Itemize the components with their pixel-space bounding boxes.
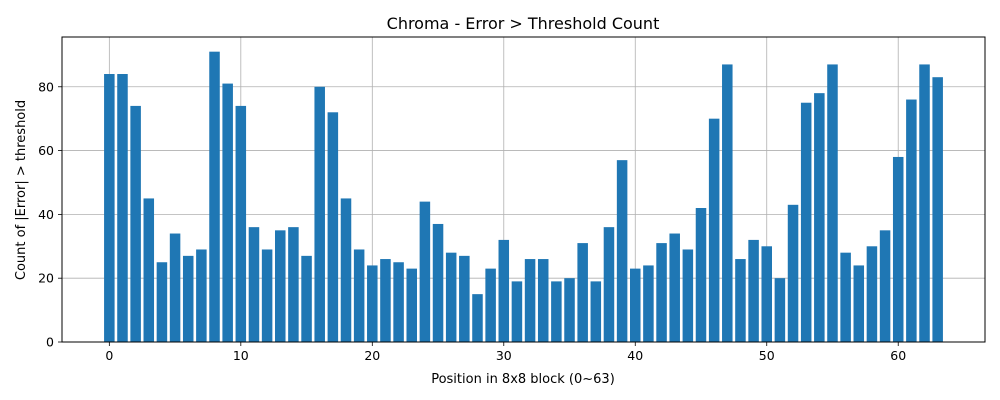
- bar: [261, 249, 273, 342]
- bar: [616, 160, 628, 342]
- bar: [353, 249, 365, 342]
- plot-frame: [61, 36, 986, 343]
- chart-title: Chroma - Error > Threshold Count: [387, 14, 660, 33]
- y-tick-label: 20: [38, 271, 54, 286]
- bar: [169, 233, 181, 342]
- x-tick-label: 50: [759, 348, 775, 363]
- bar: [722, 64, 733, 342]
- bar: [774, 278, 786, 342]
- bar: [498, 239, 510, 342]
- bar: [393, 262, 404, 342]
- y-tick-label: 40: [38, 207, 54, 222]
- bar: [537, 259, 549, 342]
- bar: [511, 281, 523, 342]
- bar: [432, 223, 444, 342]
- bar: [682, 249, 694, 342]
- bar: [800, 102, 812, 342]
- x-tick-label: 0: [105, 348, 113, 363]
- bar: [327, 112, 339, 343]
- bar: [301, 255, 312, 342]
- bar: [406, 268, 417, 342]
- x-tick-label: 40: [627, 348, 643, 363]
- y-tick-label: 60: [38, 143, 54, 158]
- bar: [564, 278, 575, 342]
- bars-layer: [104, 51, 943, 343]
- bar: [130, 105, 141, 342]
- bar: [209, 51, 220, 343]
- bar: [419, 201, 431, 342]
- bar: [380, 259, 391, 342]
- bar: [787, 204, 799, 342]
- bar: [367, 265, 378, 342]
- bar: [932, 77, 943, 343]
- y-tick-label: 80: [38, 79, 54, 94]
- bar: [117, 74, 128, 343]
- bar: [275, 230, 286, 342]
- ticks-layer: 0 10 20 30 40 50 60 0 20 40 60 80: [38, 79, 906, 363]
- bar: [222, 83, 233, 342]
- bar: [235, 105, 247, 342]
- bar: [761, 246, 772, 342]
- bar: [630, 268, 641, 342]
- bar: [748, 239, 759, 342]
- x-tick-label: 30: [496, 348, 512, 363]
- bar: [643, 265, 654, 342]
- bar: [814, 93, 825, 342]
- bar: [485, 268, 496, 342]
- bar: [524, 259, 536, 342]
- bar: [577, 243, 588, 342]
- bar: [603, 227, 615, 342]
- bar: [288, 227, 299, 342]
- x-axis-label: Position in 8x8 block (0~63): [431, 372, 615, 387]
- bar: [892, 156, 904, 342]
- bar: [840, 252, 851, 342]
- bar: [735, 259, 746, 342]
- bar: [340, 198, 352, 342]
- bar: [827, 64, 838, 342]
- bar: [248, 227, 260, 342]
- bar: [156, 262, 168, 342]
- bar: [104, 74, 115, 343]
- x-tick-label: 60: [890, 348, 906, 363]
- bar: [919, 64, 930, 342]
- bar: [590, 281, 602, 342]
- bar: [143, 198, 155, 342]
- x-tick-label: 20: [364, 348, 380, 363]
- bar: [314, 86, 325, 343]
- bar: [708, 118, 720, 342]
- bar: [551, 281, 562, 342]
- y-tick-label: 0: [46, 335, 54, 350]
- bar: [459, 255, 470, 342]
- bar: [853, 265, 865, 342]
- bar: [669, 233, 680, 342]
- bar: [656, 243, 667, 342]
- bar: [445, 252, 457, 342]
- bar: [182, 255, 194, 342]
- x-tick-label: 10: [233, 348, 249, 363]
- bar: [906, 99, 917, 343]
- bar: [196, 249, 207, 342]
- bar: [866, 246, 878, 342]
- y-axis-label: Count of |Error| > threshold: [14, 100, 29, 280]
- bar: [695, 208, 707, 342]
- bar: [472, 294, 483, 342]
- bar: [879, 230, 891, 342]
